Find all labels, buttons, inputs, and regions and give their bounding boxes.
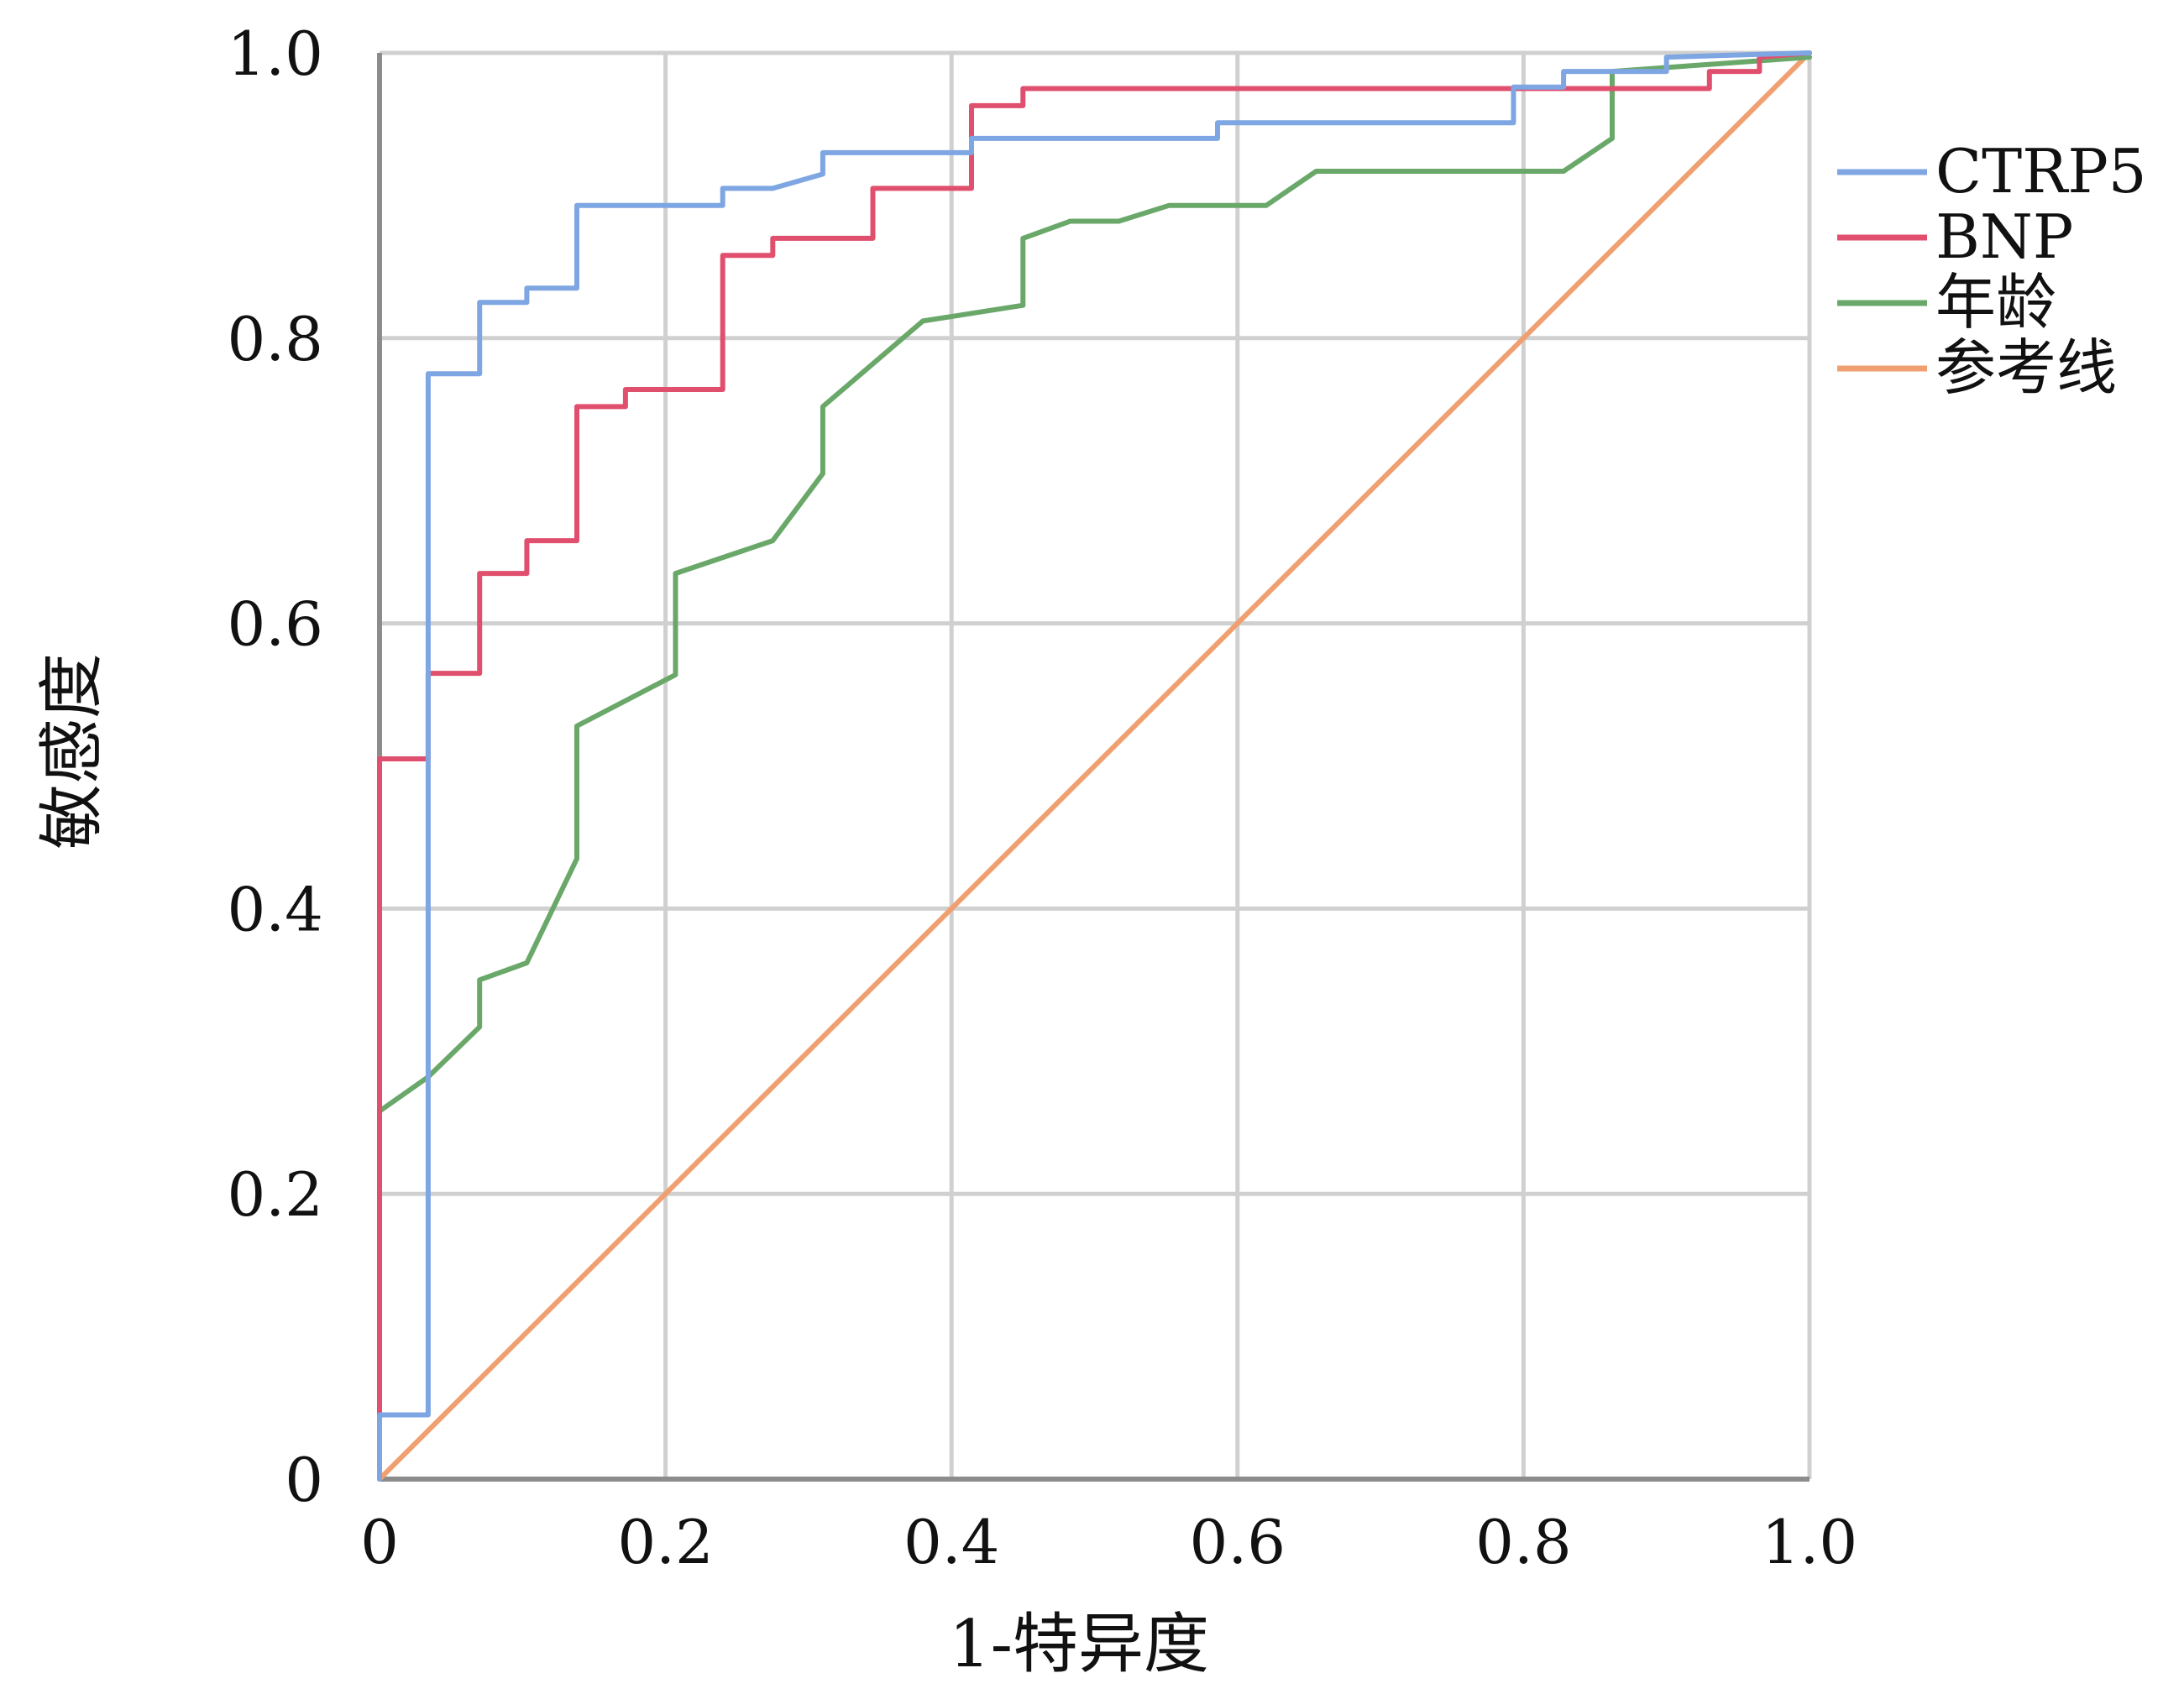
- x-tick-label-0-8: 0.8: [1475, 1507, 1572, 1577]
- x-tick-label-0-2: 0.2: [617, 1507, 714, 1577]
- legend-label-bnp: BNP: [1935, 201, 2073, 272]
- y-tick-label-0-6: 0.6: [227, 589, 323, 660]
- tick-label-layer: 0 0.2 0.4 0.6 0.8 1.0 0 0.2 0.4 0.6 0.8 1.0: [227, 18, 1857, 1577]
- y-tick-label-0: 0: [285, 1445, 323, 1515]
- legend-label-age: 年龄: [1935, 267, 2056, 337]
- x-tick-label-0-4: 0.4: [903, 1507, 1000, 1577]
- series-line-age: [377, 55, 1812, 1482]
- y-tick-label-0-2: 0.2: [227, 1159, 323, 1230]
- x-tick-label-0-6: 0.6: [1190, 1507, 1286, 1577]
- series-line-bnp: [377, 50, 1812, 1482]
- x-tick-label-0: 0: [360, 1507, 399, 1577]
- legend-label-ctrp5: CTRP5: [1935, 136, 2147, 207]
- x-axis-title: 1-特异度: [949, 1607, 1209, 1682]
- x-tick-label-1-0: 1.0: [1762, 1507, 1858, 1577]
- y-axis-title: 敏感度: [34, 653, 110, 850]
- y-tick-label-1-0: 1.0: [227, 18, 323, 89]
- y-tick-label-0-4: 0.4: [227, 874, 323, 944]
- legend-label-reference: 参考线: [1935, 332, 2117, 403]
- grid-layer: [380, 50, 1812, 1479]
- y-tick-label-0-8: 0.8: [227, 304, 323, 374]
- series-line-reference: [377, 50, 1812, 1482]
- series-line-ctrp5: [377, 50, 1812, 1482]
- series-layer: [377, 50, 1812, 1482]
